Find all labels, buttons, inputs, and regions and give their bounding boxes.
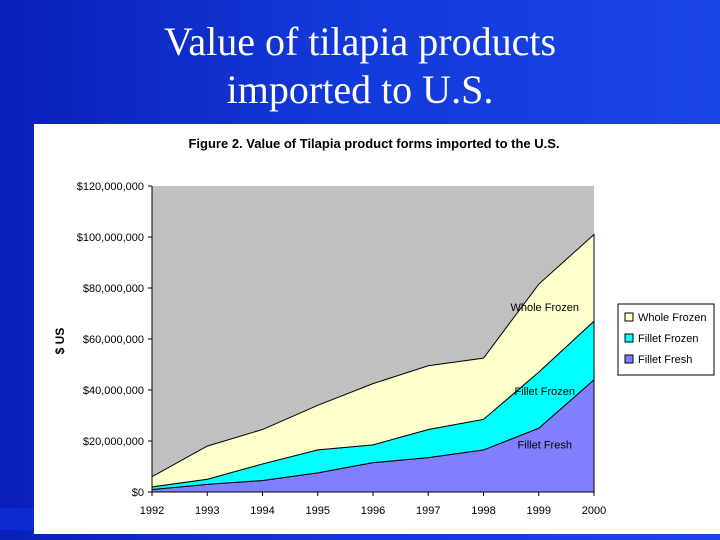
- legend-label-fillet-frozen: Fillet Frozen: [638, 333, 699, 345]
- legend-swatch-fillet-fresh: [624, 354, 634, 364]
- x-tick-label: 1998: [471, 505, 495, 517]
- annotation-fillet-frozen: Fillet Frozen: [514, 386, 575, 398]
- area-whole-frozen: [151, 233, 595, 488]
- slide-title-line-2: imported to U.S.: [226, 67, 494, 112]
- slide-title-line-1: Value of tilapia products: [163, 19, 557, 64]
- y-tick-label: $0: [132, 487, 144, 499]
- x-tick-label: 2000: [582, 505, 606, 517]
- annotation-fillet-fresh: Fillet Fresh: [518, 440, 572, 452]
- x-tick-label: 1994: [250, 505, 274, 517]
- y-axis-label: $ US: [53, 328, 67, 355]
- y-tick-label: $80,000,000: [83, 283, 144, 295]
- x-tick-label: 1996: [361, 505, 385, 517]
- y-tick-label: $40,000,000: [83, 385, 144, 397]
- legend-box: [617, 303, 715, 376]
- legend-label-whole-frozen: Whole Frozen: [638, 312, 706, 324]
- legend-swatch-fillet-frozen: [624, 333, 634, 343]
- y-tick-label: $60,000,000: [83, 334, 144, 346]
- y-tick-label: $100,000,000: [77, 232, 144, 244]
- y-tick-label: $120,000,000: [77, 181, 144, 193]
- chart-title: Figure 2. Value of Tilapia product forms…: [188, 136, 559, 151]
- legend-swatch-whole-frozen: [624, 312, 634, 322]
- area-chart: Figure 2. Value of Tilapia product forms…: [53, 136, 715, 517]
- annotation-whole-frozen: Whole Frozen: [511, 302, 579, 314]
- x-tick-label: 1993: [195, 505, 219, 517]
- slide-title: Value of tilapia products imported to U.…: [0, 18, 720, 114]
- legend-label-fillet-fresh: Fillet Fresh: [638, 354, 692, 366]
- x-tick-label: 1997: [416, 505, 440, 517]
- y-tick-label: $20,000,000: [83, 436, 144, 448]
- x-tick-label: 1995: [306, 505, 330, 517]
- x-tick-label: 1992: [140, 505, 164, 517]
- chart-panel: Figure 2. Value of Tilapia product forms…: [34, 124, 720, 534]
- x-tick-label: 1999: [527, 505, 551, 517]
